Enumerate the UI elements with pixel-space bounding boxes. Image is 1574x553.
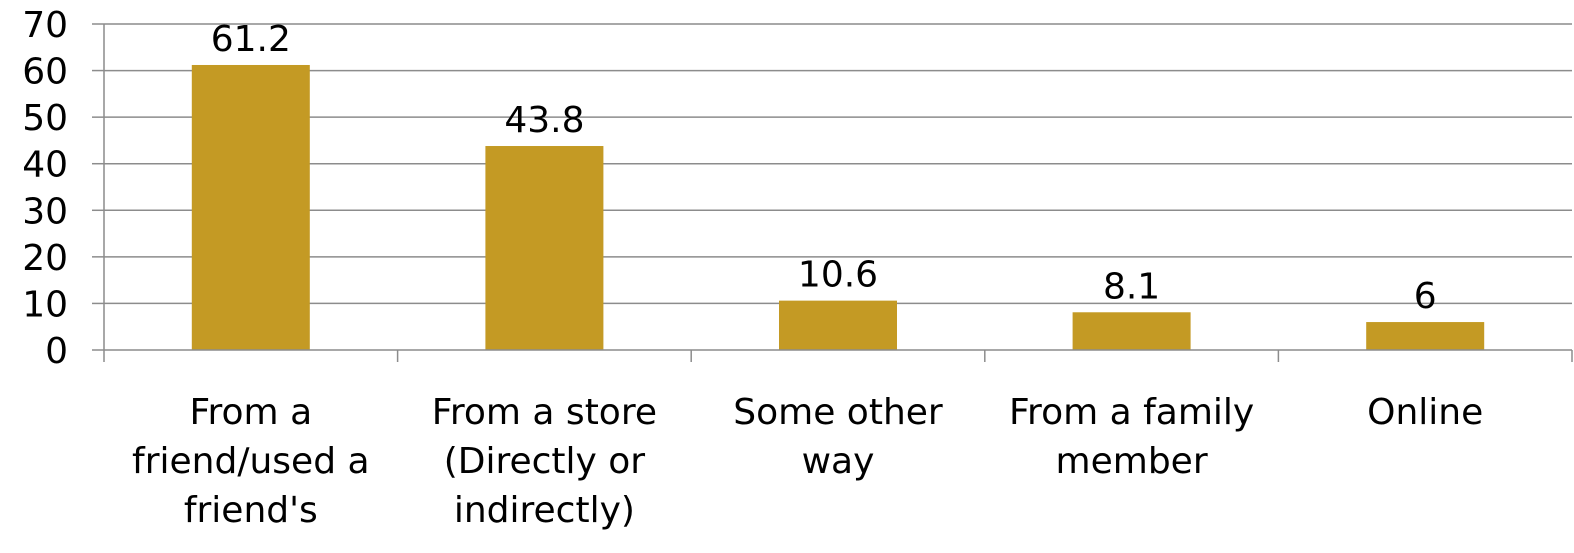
x-tick-label: From a family (1009, 392, 1254, 433)
x-tick-label: friend's (184, 490, 318, 531)
x-tick-label: friend/used a (132, 441, 370, 482)
y-tick-label: 10 (22, 284, 68, 325)
y-tick-label: 40 (22, 145, 68, 186)
bar (779, 300, 897, 350)
bars (191, 64, 1485, 351)
x-tick-label: From a (189, 392, 312, 433)
data-label: 61.2 (211, 19, 291, 60)
x-tick-label: Some other (733, 392, 943, 433)
x-tick-label: member (1056, 441, 1208, 482)
bar (485, 146, 604, 350)
axes (92, 23, 1573, 362)
bar (1072, 312, 1191, 350)
y-tick-label: 50 (22, 98, 68, 139)
gridlines (104, 23, 1572, 305)
y-tick-label: 60 (22, 52, 68, 93)
bar (1366, 322, 1485, 350)
y-tick-labels: 0 10 20 30 40 50 60 70 (22, 5, 68, 372)
data-label: 43.8 (504, 100, 584, 141)
bar (191, 64, 310, 351)
x-tick-label: way (802, 441, 875, 482)
x-tick-label: (Directly or (444, 441, 646, 482)
x-tick-label: From a store (432, 392, 657, 433)
category-labels: From a friend/used a friend's From a store (… (132, 392, 1483, 531)
x-tick-label: indirectly) (454, 490, 635, 531)
data-label: 6 (1414, 276, 1437, 317)
data-label: 8.1 (1103, 266, 1160, 307)
y-tick-label: 0 (45, 331, 68, 372)
data-label: 10.6 (798, 255, 878, 296)
y-tick-label: 70 (22, 5, 68, 46)
y-tick-label: 20 (22, 238, 68, 279)
value-labels: 61.2 43.8 10.6 8.1 6 (211, 19, 1437, 317)
y-tick-label: 30 (22, 191, 68, 232)
x-tick-label: Online (1367, 392, 1483, 433)
